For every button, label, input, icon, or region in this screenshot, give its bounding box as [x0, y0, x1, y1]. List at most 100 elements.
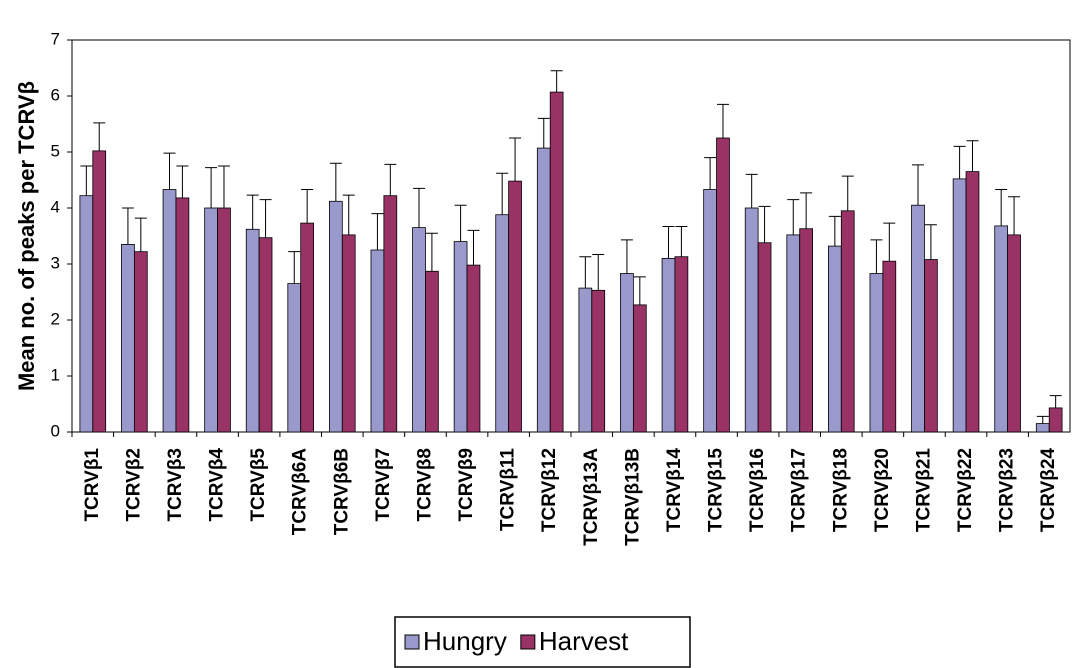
bar — [661, 257, 676, 433]
error-bar — [80, 165, 93, 196]
x-tick-label: TCRVβ16 — [747, 448, 768, 532]
legend-label: Harvest — [539, 626, 629, 656]
error-bar — [371, 213, 384, 250]
bar — [300, 222, 314, 433]
bar — [412, 227, 426, 433]
bar — [204, 207, 218, 433]
error-bar — [953, 145, 966, 179]
error-bar — [800, 192, 813, 229]
bar — [508, 180, 522, 433]
x-tick-label: TCRVβ14 — [664, 448, 685, 533]
bar — [341, 234, 356, 433]
bar — [536, 147, 551, 433]
bar — [703, 189, 717, 433]
error-bar — [912, 164, 925, 206]
error-bar — [342, 194, 355, 235]
bar — [632, 304, 647, 433]
x-tick-label: TCRVβ17 — [789, 448, 810, 532]
error-bar — [1049, 395, 1062, 408]
error-bar — [870, 239, 883, 274]
bar — [786, 234, 801, 433]
bar — [924, 259, 938, 433]
bar — [744, 207, 759, 433]
error-bar — [620, 239, 633, 274]
bar — [591, 289, 606, 433]
bar — [79, 195, 94, 433]
error-bar — [121, 207, 134, 245]
error-bar — [496, 172, 509, 215]
error-bar — [301, 189, 314, 224]
bar — [1007, 234, 1021, 433]
bar — [133, 251, 148, 433]
error-bar — [633, 276, 646, 305]
y-tick-label: 7 — [51, 29, 60, 48]
legend-swatch — [520, 634, 536, 650]
bar — [466, 264, 481, 433]
bar — [549, 91, 564, 433]
error-bar — [550, 70, 563, 93]
bar — [965, 171, 980, 433]
y-tick-label: 0 — [51, 421, 60, 440]
bar — [217, 207, 231, 433]
bar — [1048, 407, 1063, 433]
error-bar — [592, 253, 605, 291]
error-bar — [537, 117, 550, 149]
y-axis-title: Mean no. of peaks per TCRVβ — [14, 81, 39, 391]
error-bar — [883, 222, 896, 262]
error-bar — [288, 251, 301, 284]
error-bar — [134, 217, 147, 252]
x-tick-label: TCRVβ24 — [1038, 448, 1059, 533]
error-bar — [966, 140, 979, 172]
bar — [453, 241, 468, 433]
error-bar — [924, 224, 937, 260]
error-bar — [828, 215, 841, 247]
error-bar — [787, 199, 800, 235]
bar — [911, 204, 925, 433]
bar — [383, 195, 398, 433]
x-tick-label: TCRVβ21 — [913, 448, 934, 533]
error-bar — [1036, 415, 1049, 424]
bar — [425, 270, 439, 433]
x-tick-label: TCRVβ20 — [872, 448, 893, 532]
bar — [674, 256, 689, 433]
x-tick-label: TCRVβ13B — [622, 448, 643, 546]
error-bar — [93, 122, 106, 151]
y-tick-label: 1 — [51, 365, 60, 384]
bar — [799, 228, 813, 433]
x-tick-label: TCRVβ7 — [373, 448, 394, 522]
bar — [994, 225, 1009, 433]
error-bar — [841, 175, 854, 211]
legend-label: Hungry — [423, 626, 507, 656]
x-tick-label: TCRVβ5 — [248, 448, 269, 522]
bar — [287, 283, 302, 433]
bar — [329, 200, 343, 433]
legend-swatch — [404, 634, 420, 650]
x-tick-label: TCRVβ6B — [331, 448, 352, 535]
x-tick-label: TCRVβ18 — [830, 448, 851, 532]
error-bar — [329, 162, 342, 202]
bar — [370, 249, 385, 433]
error-bar — [205, 167, 218, 208]
bar — [757, 242, 772, 433]
error-bar — [163, 152, 176, 190]
y-tick-label: 3 — [51, 253, 60, 272]
bar — [882, 260, 897, 433]
legend-box — [394, 616, 691, 668]
y-tick-label: 5 — [51, 141, 60, 160]
x-tick-label: TCRVβ22 — [955, 448, 976, 532]
bar — [162, 189, 177, 433]
error-bar — [467, 229, 480, 266]
error-bar — [509, 137, 522, 182]
x-tick-label: TCRVβ4 — [207, 448, 228, 522]
x-tick-label: TCRVβ3 — [165, 448, 186, 522]
error-bar — [259, 199, 272, 238]
bar — [828, 245, 842, 433]
x-tick-label: TCRVβ13A — [581, 448, 602, 546]
error-bar — [758, 205, 771, 243]
x-tick-label: TCRVβ15 — [706, 448, 727, 533]
bar — [92, 150, 107, 433]
error-bar — [745, 173, 758, 208]
bar — [495, 214, 510, 433]
error-bar — [1008, 196, 1021, 235]
